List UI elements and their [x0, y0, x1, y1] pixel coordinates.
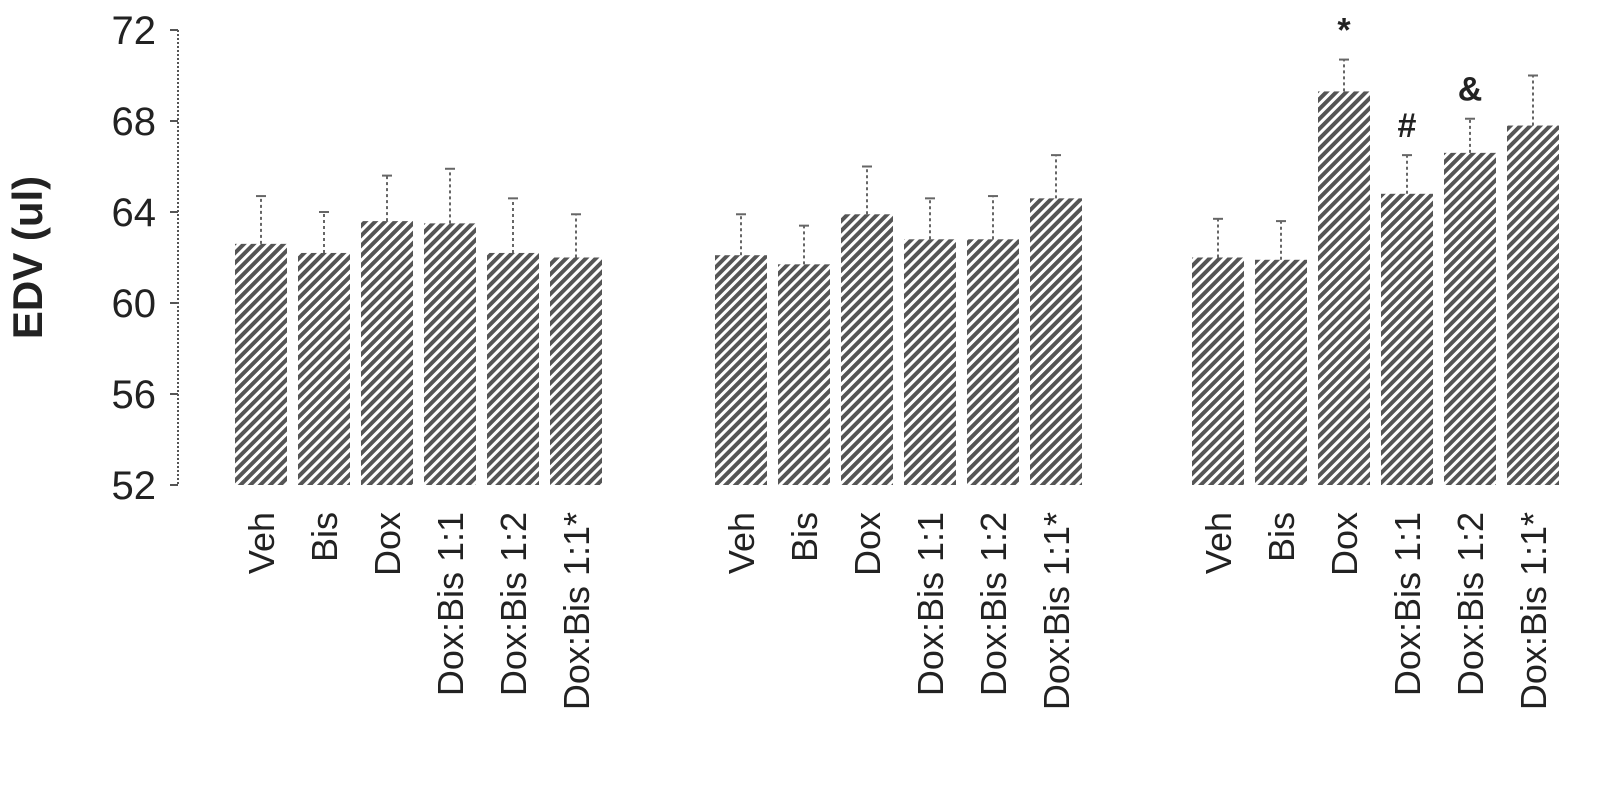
significance-marker: & — [1458, 71, 1483, 109]
bar — [424, 223, 476, 485]
y-tick-label: 56 — [112, 373, 157, 417]
x-category-label: Dox:Bis 1:1 — [430, 512, 471, 696]
y-axis-label: EDV (ul) — [4, 176, 51, 339]
x-category-label: Dox:Bis 1:1* — [1513, 512, 1554, 710]
bar — [1444, 152, 1496, 485]
x-category-label: Bis — [1261, 512, 1302, 562]
y-tick-label: 60 — [112, 282, 157, 326]
significance-marker: * — [1337, 12, 1351, 50]
x-category-label: Dox:Bis 1:2 — [1450, 512, 1491, 696]
x-category-label: Bis — [304, 512, 345, 562]
x-category-label: Dox — [847, 512, 888, 576]
bar — [1030, 198, 1082, 485]
x-category-label: Dox:Bis 1:2 — [973, 512, 1014, 696]
bar — [1507, 125, 1559, 486]
bar — [715, 255, 767, 485]
category-labels: Veh Bis Dox Dox:Bis 1:1 Dox:Bis 1:2 Dox:Bis 1… — [241, 512, 1554, 710]
bar — [487, 252, 539, 485]
x-category-label: Dox:Bis 1:1 — [1387, 512, 1428, 696]
y-axis: 72 68 64 60 56 52 EDV (ul) — [4, 9, 179, 508]
x-category-label: Dox:Bis 1:1* — [556, 512, 597, 710]
x-category-label: Dox — [1324, 512, 1365, 576]
x-category-label: Dox — [367, 512, 408, 576]
y-tick-label: 64 — [112, 191, 157, 235]
bar — [904, 239, 956, 485]
bar — [298, 252, 350, 485]
bar — [1381, 193, 1433, 486]
bar — [841, 214, 893, 485]
bar — [967, 239, 1019, 485]
y-tick-label: 72 — [112, 9, 157, 53]
x-category-label: Veh — [241, 512, 282, 574]
x-category-label: Dox:Bis 1:1 — [910, 512, 951, 696]
x-category-label: Dox:Bis 1:2 — [493, 512, 534, 696]
x-category-label: Veh — [721, 512, 762, 574]
y-tick-label: 52 — [112, 464, 157, 508]
bars: * # & — [235, 12, 1559, 486]
significance-marker: # — [1398, 107, 1417, 145]
x-category-label: Dox:Bis 1:1* — [1036, 512, 1077, 710]
x-category-label: Bis — [784, 512, 825, 562]
y-tick-label: 68 — [112, 100, 157, 144]
bar — [235, 243, 287, 485]
bar — [1318, 91, 1370, 486]
bar — [778, 264, 830, 485]
x-category-label: Veh — [1198, 512, 1239, 574]
bar — [1255, 259, 1307, 485]
bar — [361, 221, 413, 485]
bar — [1192, 257, 1244, 485]
bar — [550, 257, 602, 485]
